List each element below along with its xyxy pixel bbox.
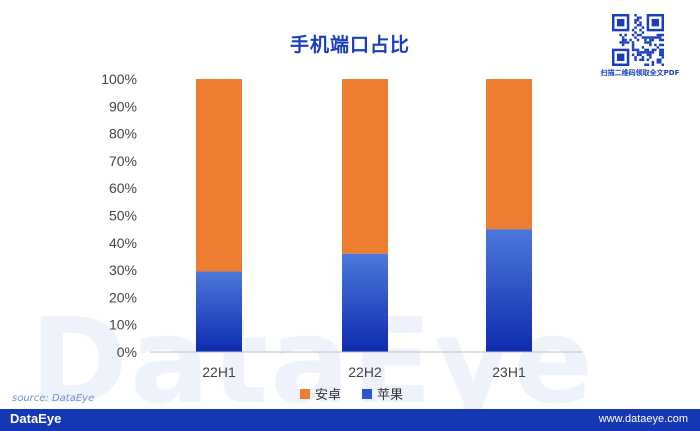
x-axis: 22H1 22H2 23H1 <box>150 351 582 380</box>
footer-brand: DataEye <box>10 411 62 426</box>
x-tick-label: 23H1 <box>492 364 526 380</box>
footer-bar: DataEye www.dataeye.com <box>0 409 700 431</box>
legend-item-apple: 苹果 <box>362 384 403 403</box>
legend-item-android: 安卓 <box>300 384 341 403</box>
bars <box>196 79 532 352</box>
legend-swatch-apple <box>362 388 372 399</box>
y-tick-label: 30% <box>109 262 137 278</box>
legend-label-apple: 苹果 <box>377 388 404 403</box>
y-tick-label: 0% <box>117 344 137 360</box>
y-tick-label: 20% <box>109 289 137 305</box>
bar-android <box>196 79 242 272</box>
y-tick-label: 50% <box>109 208 137 224</box>
legend-swatch-android <box>300 388 310 399</box>
qr-caption: 扫描二维码领取全文PDF <box>600 69 680 77</box>
bar-apple <box>342 253 388 352</box>
chart-title: 手机端口占比 <box>289 34 410 56</box>
y-tick-label: 10% <box>109 317 137 333</box>
y-tick-label: 80% <box>109 126 137 142</box>
source-note: source: DataEye <box>12 393 95 404</box>
legend-label-android: 安卓 <box>315 388 342 403</box>
x-tick-label: 22H2 <box>348 364 382 380</box>
bar-apple <box>486 229 532 352</box>
qr-code-icon <box>612 14 664 66</box>
footer-website: www.dataeye.com <box>598 413 688 425</box>
bar-apple <box>196 271 242 352</box>
y-tick-label: 60% <box>109 180 137 196</box>
x-tick-label: 22H1 <box>202 364 236 380</box>
y-tick-label: 90% <box>109 98 137 114</box>
y-tick-label: 70% <box>109 153 137 169</box>
y-tick-label: 40% <box>109 235 137 251</box>
y-tick-label: 100% <box>101 71 137 87</box>
y-axis: 0% 10% 20% 30% 40% 50% 60% 70% 80% 90% 100% <box>101 71 137 360</box>
bar-android <box>342 79 388 254</box>
bar-android <box>486 79 532 230</box>
